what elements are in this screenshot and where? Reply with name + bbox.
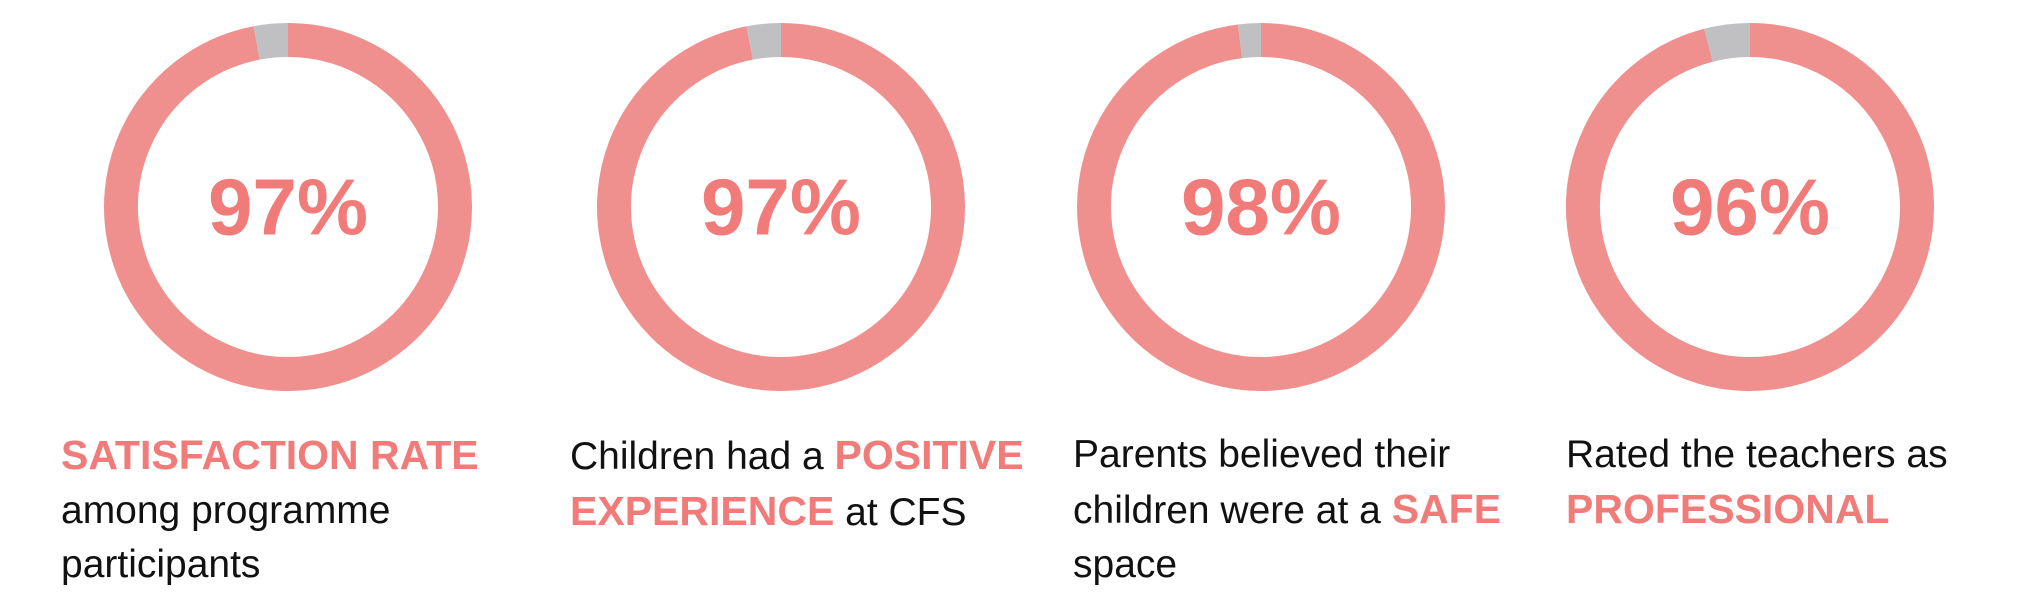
caption-text: Parents believed their children were at …	[1073, 433, 1451, 532]
caption-text: among programme participants	[61, 489, 391, 586]
donut-segment	[746, 23, 782, 60]
caption-text: Rated the teachers as	[1566, 433, 1948, 476]
caption: Parents believed their children were at …	[1073, 428, 1533, 592]
donut-segment	[104, 23, 472, 391]
donut-segment	[597, 23, 965, 391]
caption-text: space	[1073, 543, 1178, 586]
donut-chart: 97%	[104, 23, 472, 391]
center-label: 97%	[701, 163, 861, 252]
caption-highlight: POSITIVE EXPERIENCE	[570, 432, 1024, 534]
caption: SATISFACTION RATE among programme partic…	[61, 428, 521, 592]
donut-chart: 96%	[1566, 23, 1934, 391]
caption-highlight: SATISFACTION RATE	[61, 432, 479, 478]
donut-segment	[1704, 23, 1751, 62]
caption-highlight: PROFESSIONAL	[1566, 486, 1890, 532]
caption-text: at CFS	[845, 491, 967, 534]
donut-segment	[1566, 23, 1934, 391]
caption: Children had a POSITIVE EXPERIENCE at CF…	[570, 428, 1030, 540]
donut-segment	[1237, 23, 1262, 59]
caption: Rated the teachers as PROFESSIONAL	[1566, 428, 2026, 538]
caption-highlight: SAFE	[1391, 486, 1502, 532]
donut-chart: 97%	[597, 23, 965, 391]
center-label: 97%	[208, 163, 368, 252]
donut-chart: 98%	[1077, 23, 1445, 391]
donut-segment	[253, 23, 289, 60]
caption-text: Children had a	[570, 435, 824, 478]
center-label: 96%	[1670, 163, 1830, 252]
donut-segment	[1077, 23, 1445, 391]
center-label: 98%	[1181, 163, 1341, 252]
